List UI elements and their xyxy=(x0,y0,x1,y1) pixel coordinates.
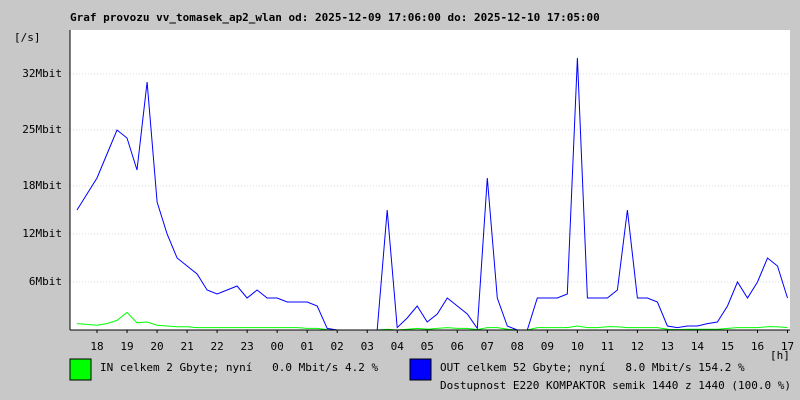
legend-swatch xyxy=(69,358,92,381)
x-tick-label: 20 xyxy=(150,340,163,353)
x-tick-label: 08 xyxy=(511,340,524,353)
x-tick-label: 19 xyxy=(120,340,133,353)
x-tick-label: 06 xyxy=(451,340,464,353)
x-tick-label: 22 xyxy=(210,340,223,353)
x-tick-label: 18 xyxy=(90,340,103,353)
x-tick-label: 01 xyxy=(301,340,314,353)
x-tick-label: 21 xyxy=(180,340,193,353)
availability-note: Dostupnost E220 KOMPAKTOR semik 1440 z 1… xyxy=(440,379,791,392)
legend-swatch xyxy=(409,358,432,381)
x-tick-label: 00 xyxy=(271,340,284,353)
x-tick-label: 14 xyxy=(691,340,705,353)
chart-title: Graf provozu vv_tomasek_ap2_wlan od: 202… xyxy=(70,11,600,24)
x-tick-label: 11 xyxy=(601,340,614,353)
plot-area xyxy=(70,30,790,330)
x-tick-label: 09 xyxy=(541,340,554,353)
x-tick-label: 16 xyxy=(751,340,764,353)
y-tick-label: 18Mbit xyxy=(22,179,62,192)
x-tick-label: 15 xyxy=(721,340,734,353)
y-tick-label: 12Mbit xyxy=(22,227,62,240)
legend-label: OUT celkem 52 Gbyte; nyní 8.0 Mbit/s 154… xyxy=(440,361,745,374)
x-tick-label: 10 xyxy=(571,340,584,353)
x-tick-label: 04 xyxy=(391,340,405,353)
series-line xyxy=(76,57,788,331)
y-tick-label: 32Mbit xyxy=(22,67,62,80)
x-tick-label: 23 xyxy=(240,340,253,353)
y-axis-label: [/s] xyxy=(14,31,41,44)
x-tick-label: 07 xyxy=(481,340,494,353)
x-tick-label: 03 xyxy=(361,340,374,353)
y-tick-label: 6Mbit xyxy=(29,275,62,288)
legend-label: IN celkem 2 Gbyte; nyní 0.0 Mbit/s 4.2 % xyxy=(100,361,379,374)
x-tick-label: 12 xyxy=(631,340,644,353)
x-axis-label: [h] xyxy=(770,349,790,362)
x-tick-label: 13 xyxy=(661,340,674,353)
x-tick-label: 02 xyxy=(331,340,344,353)
series-line xyxy=(76,311,788,331)
y-tick-label: 25Mbit xyxy=(22,123,62,136)
x-tick-label: 17 xyxy=(781,340,794,353)
x-tick-label: 05 xyxy=(421,340,434,353)
